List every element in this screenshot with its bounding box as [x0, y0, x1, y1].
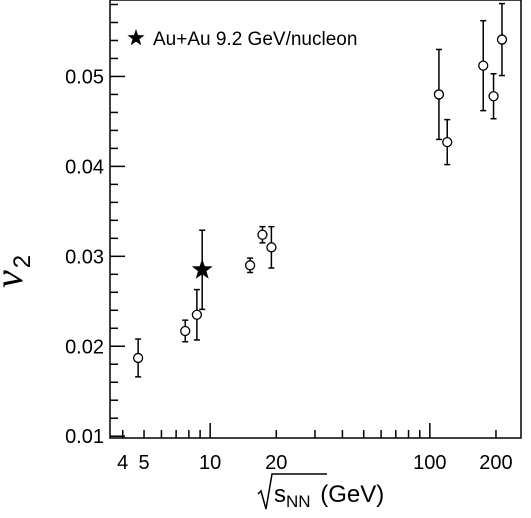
- data-point: [266, 242, 277, 253]
- x-axis-title-sub: NN: [286, 492, 311, 511]
- svg-text:sNN (GeV): sNN (GeV): [274, 481, 384, 511]
- x-tick-label: 200: [479, 452, 512, 474]
- y-tick-label: 0.03: [65, 246, 104, 268]
- data-point: [478, 60, 489, 71]
- y-tick-label: 0.05: [65, 66, 104, 88]
- x-axis-title-main: s: [274, 481, 286, 508]
- plot-frame: [109, 0, 522, 439]
- x-axis-ticks: [121, 423, 497, 438]
- y-tick-label: 0.04: [65, 156, 104, 178]
- data-point: [488, 91, 499, 102]
- x-axis-title: sNN (GeV): [257, 473, 384, 511]
- data-point: [180, 325, 191, 337]
- data-point: [191, 309, 203, 320]
- data-point: [433, 89, 445, 100]
- y-axis-tick-labels: 0.01 0.02 0.03 0.04 0.05: [65, 66, 104, 448]
- y-tick-label: 0.01: [65, 426, 104, 448]
- y-axis-title-main: v: [0, 270, 31, 288]
- data-point: [132, 352, 144, 364]
- y-tick-label: 0.02: [65, 336, 104, 358]
- y-axis-ticks: [110, 3, 125, 437]
- x-tick-label: 4: [117, 452, 128, 474]
- legend-star-icon: [127, 29, 145, 46]
- x-axis-tick-labels: 4 5 10 20 100 200: [117, 452, 512, 474]
- y-axis-title: v2: [0, 255, 36, 288]
- x-tick-label: 20: [265, 452, 287, 474]
- x-tick-label: 100: [413, 452, 446, 474]
- sqrt-symbol-icon: [257, 473, 327, 510]
- data-point: [244, 260, 256, 271]
- y-axis-title-sub: 2: [9, 255, 36, 268]
- legend: Au+Au 9.2 GeV/nucleon: [127, 29, 357, 50]
- legend-label: Au+Au 9.2 GeV/nucleon: [153, 29, 357, 50]
- x-tick-label: 5: [138, 452, 149, 474]
- data-point: [496, 34, 508, 45]
- error-bars: [135, 2, 505, 378]
- data-point-star: [191, 258, 213, 279]
- x-axis-title-unit: (GeV): [314, 481, 385, 508]
- data-point: [442, 136, 453, 148]
- x-tick-label: 10: [199, 452, 221, 474]
- data-points: [132, 34, 508, 364]
- data-point: [257, 229, 268, 240]
